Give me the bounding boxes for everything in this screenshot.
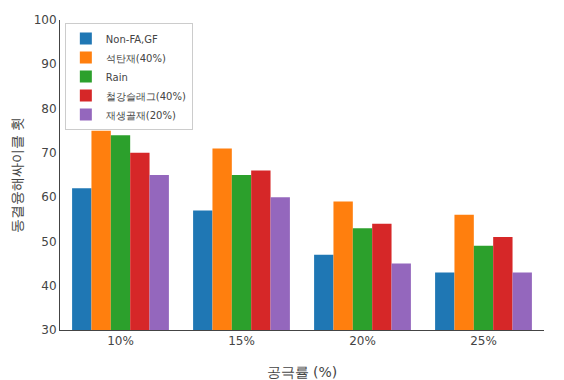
svg-text:석탄재(40%): 석탄재(40%) [106, 53, 166, 64]
svg-text:100: 100 [34, 13, 57, 27]
svg-text:90: 90 [41, 57, 56, 71]
svg-text:철강슬래그(40%): 철강슬래그(40%) [106, 91, 186, 102]
svg-text:20%: 20% [349, 334, 376, 348]
svg-text:25%: 25% [470, 334, 497, 348]
svg-text:재생골재(20%): 재생골재(20%) [106, 110, 176, 121]
svg-text:공극률 (%): 공극률 (%) [267, 364, 338, 380]
svg-text:80: 80 [41, 102, 56, 116]
svg-text:동결융해싸이클 횟: 동결융해싸이클 횟 [9, 117, 25, 233]
svg-text:30: 30 [41, 323, 56, 337]
svg-text:10%: 10% [107, 334, 134, 348]
svg-text:40: 40 [41, 279, 56, 293]
svg-text:Non-FA,GF: Non-FA,GF [106, 34, 158, 45]
svg-text:60: 60 [41, 190, 56, 204]
svg-text:50: 50 [41, 235, 56, 249]
svg-text:Rain: Rain [106, 72, 128, 83]
svg-text:15%: 15% [228, 334, 255, 348]
svg-text:70: 70 [41, 146, 56, 160]
